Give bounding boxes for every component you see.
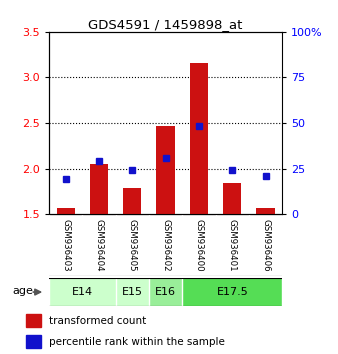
Text: GSM936400: GSM936400 [194, 219, 203, 272]
Text: GSM936403: GSM936403 [61, 219, 70, 272]
Bar [156, 126, 175, 214]
Bar [149, 278, 182, 306]
Text: GSM936402: GSM936402 [161, 219, 170, 272]
Bar [182, 278, 282, 306]
Text: percentile rank within the sample: percentile rank within the sample [49, 337, 224, 347]
Text: GSM936404: GSM936404 [95, 219, 103, 272]
Bar [190, 63, 208, 214]
Text: E14: E14 [72, 287, 93, 297]
Bar [123, 188, 142, 214]
Text: E17.5: E17.5 [216, 287, 248, 297]
Text: transformed count: transformed count [49, 316, 146, 326]
Bar [257, 208, 275, 214]
Bar [49, 278, 116, 306]
Text: GSM936401: GSM936401 [228, 219, 237, 272]
Text: E16: E16 [155, 287, 176, 297]
Text: age: age [12, 286, 33, 297]
Bar [26, 335, 41, 348]
Title: GDS4591 / 1459898_at: GDS4591 / 1459898_at [89, 18, 243, 31]
Bar [116, 278, 149, 306]
Bar [223, 183, 241, 214]
Bar [56, 208, 75, 214]
Bar [26, 314, 41, 327]
Text: E15: E15 [122, 287, 143, 297]
Text: GSM936405: GSM936405 [128, 219, 137, 272]
Bar [90, 164, 108, 214]
Text: GSM936406: GSM936406 [261, 219, 270, 272]
